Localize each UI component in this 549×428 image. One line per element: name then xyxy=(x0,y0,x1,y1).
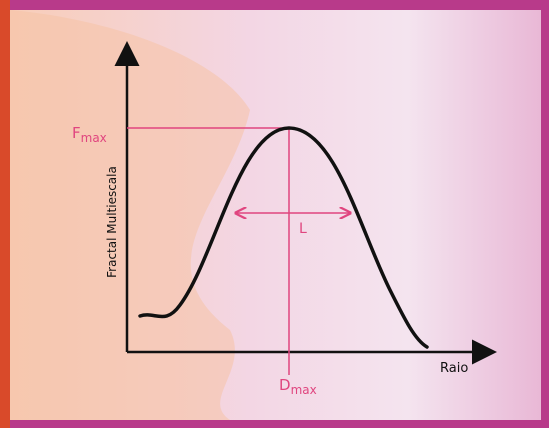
page: {"axes": {"y_label": "Fractal Multiescal… xyxy=(0,0,549,428)
symbol: D xyxy=(279,376,291,394)
frame-left xyxy=(0,0,10,428)
subscript: max xyxy=(81,131,107,145)
y-axis-label: Fractal Multiescala xyxy=(105,166,119,278)
subscript: max xyxy=(291,383,317,397)
width-label: L xyxy=(299,221,307,237)
x-axis-label: Raio xyxy=(440,361,468,376)
symbol: F xyxy=(72,124,81,142)
diagram: Fractal Multiescala Raio Fmax Dmax L xyxy=(0,0,549,428)
